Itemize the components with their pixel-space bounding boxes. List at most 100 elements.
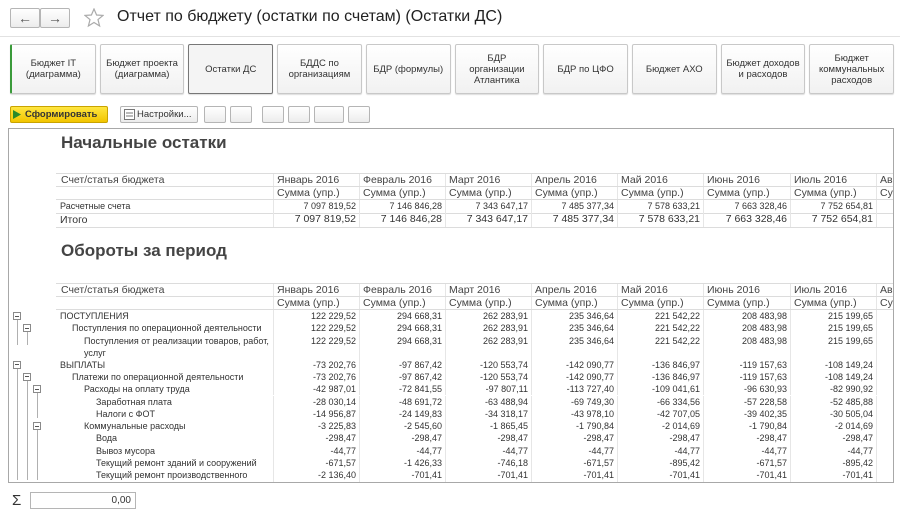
row-value: -69 749,30 — [531, 396, 617, 408]
row-value: -3 225,83 — [273, 420, 359, 432]
row-value: -73 202,76 — [273, 371, 359, 383]
back-button[interactable]: ← — [10, 8, 40, 28]
row-value: -2 136,40 — [273, 469, 359, 481]
variant-tab[interactable]: Бюджет доходов и расходов — [721, 44, 806, 94]
row-value: -73 202,76 — [273, 359, 359, 371]
row-value: -701,41 — [359, 469, 445, 481]
row-value: -701,41 — [790, 469, 876, 481]
row-value: -2 014,69 — [790, 420, 876, 432]
row-value: -14 956,87 — [273, 408, 359, 420]
row-value: -142 090,77 — [531, 359, 617, 371]
row-value: 294 668,31 — [359, 322, 445, 334]
row-value-clipped — [876, 310, 894, 322]
tree-toggle[interactable] — [13, 361, 21, 369]
row-value: -44,77 — [531, 445, 617, 457]
variant-tab[interactable]: Бюджет АХО — [632, 44, 717, 94]
row-value: 221 542,22 — [617, 322, 703, 334]
sum-symbol: Σ — [12, 492, 21, 509]
row-value: -42 707,05 — [617, 408, 703, 420]
row-value: -136 846,97 — [617, 371, 703, 383]
row-value: 7 146 846,28 — [359, 200, 445, 213]
variant-tab[interactable]: БДР по ЦФО — [543, 44, 628, 94]
row-value: -43 978,10 — [531, 408, 617, 420]
variant-tabs: Бюджет IT (диаграмма)Бюджет проекта (диа… — [10, 44, 894, 94]
row-value: -136 846,97 — [617, 359, 703, 371]
row-value: 294 668,31 — [359, 335, 445, 359]
row-value: -48 691,72 — [359, 396, 445, 408]
row-value: 122 229,52 — [273, 335, 359, 359]
row-value: 262 283,91 — [445, 310, 531, 322]
row-label: Текущий ремонт производственного — [96, 469, 269, 481]
row-label: ПОСТУПЛЕНИЯ — [60, 310, 269, 322]
row-value-clipped — [876, 322, 894, 334]
row-value: 7 485 377,34 — [531, 200, 617, 213]
variant-tab[interactable]: БДДС по организациям — [277, 44, 362, 94]
row-value: 7 343 647,17 — [445, 213, 531, 227]
row-value: 215 199,65 — [790, 322, 876, 334]
row-value: -44,77 — [273, 445, 359, 457]
variant-tab[interactable]: Бюджет коммунальных расходов — [809, 44, 894, 94]
tree-toggle[interactable] — [23, 324, 31, 332]
tree-toggle[interactable] — [33, 422, 41, 430]
row-value: 208 483,98 — [703, 310, 790, 322]
row-value: -298,47 — [617, 432, 703, 444]
tree-toggle[interactable] — [13, 312, 21, 320]
tree-line — [37, 393, 38, 418]
row-value: 122 229,52 — [273, 310, 359, 322]
row-value: -96 630,93 — [703, 383, 790, 395]
row-value: 7 097 819,52 — [273, 200, 359, 213]
favorite-star[interactable] — [84, 8, 104, 28]
row-value: 7 578 633,21 — [617, 200, 703, 213]
print-button[interactable] — [262, 106, 284, 123]
variant-tab[interactable]: Остатки ДС — [188, 44, 273, 94]
row-label: Текущий ремонт зданий и сооружений — [96, 457, 269, 469]
row-value: 7 097 819,52 — [273, 213, 359, 227]
row-value-clipped — [876, 213, 894, 227]
row-value-clipped — [876, 408, 894, 420]
tree-toggle[interactable] — [33, 385, 41, 393]
export-button[interactable] — [288, 106, 310, 123]
row-value: 7 578 633,21 — [617, 213, 703, 227]
row-label: Коммунальные расходы — [84, 420, 269, 432]
hint-button[interactable] — [348, 106, 370, 123]
row-value: 262 283,91 — [445, 322, 531, 334]
row-value: -44,77 — [790, 445, 876, 457]
variant-tab[interactable]: Бюджет IT (диаграмма) — [10, 44, 96, 94]
row-value-clipped — [876, 200, 894, 213]
forward-button[interactable]: → — [40, 8, 70, 28]
row-value: -97 867,42 — [359, 359, 445, 371]
row-value-clipped — [876, 432, 894, 444]
row-value: -119 157,63 — [703, 371, 790, 383]
section-title: Обороты за период — [61, 241, 227, 263]
row-label: Вода — [96, 432, 269, 444]
row-value: -1 426,33 — [359, 457, 445, 469]
font-button[interactable] — [314, 106, 344, 123]
generate-button[interactable]: Сформировать — [10, 106, 108, 123]
section-title: Начальные остатки — [61, 133, 227, 155]
variant-tab[interactable]: Бюджет проекта (диаграмма) — [100, 44, 185, 94]
save-variant-button[interactable] — [204, 106, 226, 123]
row-value: -28 030,14 — [273, 396, 359, 408]
load-variant-button[interactable] — [230, 106, 252, 123]
grid-line — [56, 296, 894, 297]
row-value: -44,77 — [703, 445, 790, 457]
row-value-clipped — [876, 383, 894, 395]
row-value: -701,41 — [445, 469, 531, 481]
row-value: -24 149,83 — [359, 408, 445, 420]
variant-tab[interactable]: БДР (формулы) — [366, 44, 451, 94]
row-value: 294 668,31 — [359, 310, 445, 322]
sum-field: 0,00 — [30, 492, 136, 509]
variant-tab[interactable]: БДР организации Атлантика — [455, 44, 540, 94]
tree-toggle[interactable] — [23, 373, 31, 381]
row-value: -1 790,84 — [703, 420, 790, 432]
row-value: -82 990,92 — [790, 383, 876, 395]
row-value: -1 790,84 — [531, 420, 617, 432]
row-value: -72 841,55 — [359, 383, 445, 395]
row-value: -298,47 — [790, 432, 876, 444]
row-value: -34 318,17 — [445, 408, 531, 420]
row-value: -66 334,56 — [617, 396, 703, 408]
row-value: -701,41 — [703, 469, 790, 481]
row-label: Поступления от реализации товаров, работ… — [84, 335, 269, 359]
row-value: 262 283,91 — [445, 335, 531, 359]
row-label: Платежи по операционной деятельности — [72, 371, 269, 383]
